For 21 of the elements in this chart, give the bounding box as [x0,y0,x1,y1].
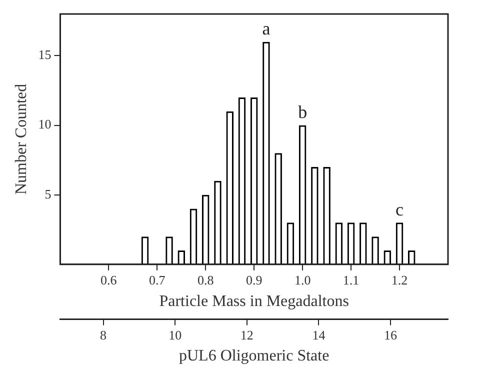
x-tick-label: 0.9 [246,272,262,288]
x2-axis-title: pUL6 Oligomeric State [179,348,330,365]
x-tick-label: 0.8 [198,272,214,288]
x2-tick-label: 14 [312,327,326,342]
annotation: b [298,102,308,122]
x2-tick-label: 10 [168,327,182,342]
y-axis-title: Number Counted [12,84,30,195]
x2-tick-label: 16 [384,327,398,342]
y-tick-label: 15 [38,47,52,62]
x-tick-label: 0.6 [100,272,118,288]
x2-tick-label: 8 [100,327,107,342]
x-tick-label: 1.0 [294,272,311,288]
x-tick-label: 0.7 [149,272,166,288]
annotation: c [396,199,404,220]
y-tick-label: 5 [44,186,52,202]
x-tick-label: 1.1 [342,272,360,288]
x-axis-title: Particle Mass in Megadaltons [159,292,349,310]
x-tick-label: 1.2 [391,272,408,288]
x2-tick-label: 12 [240,327,254,342]
annotation: a [262,18,270,39]
y-tick-label: 10 [38,116,52,132]
